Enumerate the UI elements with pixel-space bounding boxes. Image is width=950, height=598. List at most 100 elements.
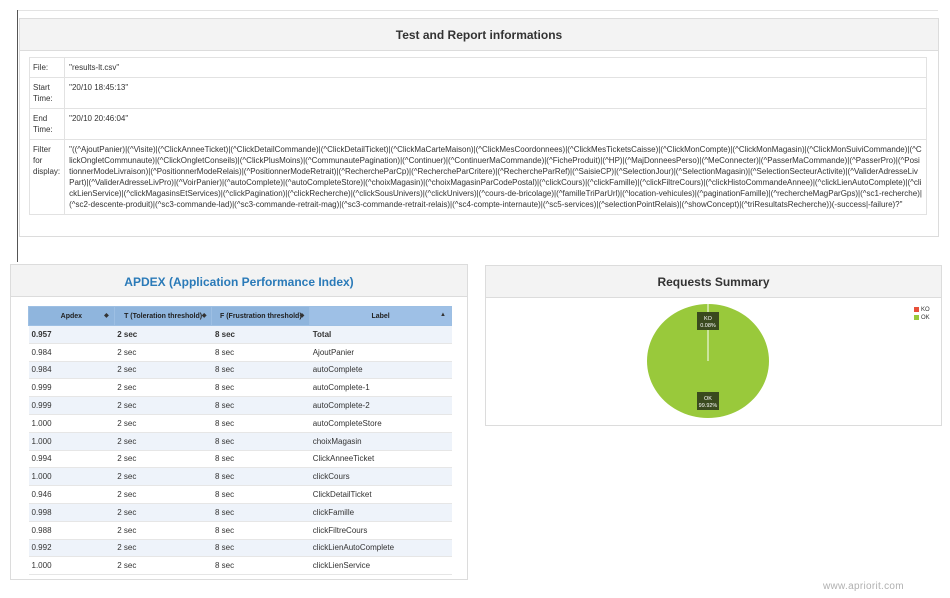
column-header-toleration[interactable]: T (Toleration threshold) ◆ <box>113 306 213 326</box>
watermark: www.apriorit.com <box>823 581 904 592</box>
column-header-label: Apdex <box>60 312 83 320</box>
apdex-cell: 1.000 <box>28 467 115 487</box>
toleration-cell: 2 sec <box>114 467 212 487</box>
report-row-start-time: Start Time: "20/10 18:45:13" <box>28 77 927 109</box>
apdex-header-row: Apdex ◆ T (Toleration threshold) ◆ F (Frus… <box>28 306 452 326</box>
report-key: End Time: <box>28 108 66 140</box>
frustration-cell: 8 sec <box>211 450 310 469</box>
toleration-cell: 2 sec <box>114 343 212 362</box>
pie-label-box <box>697 312 719 330</box>
table-row: 0.984 2 sec 8 sec autoComplete <box>28 361 452 380</box>
apdex-table-body: 0.957 2 sec 8 sec Total 0.984 2 sec 8 sec Ajout… <box>28 325 452 576</box>
apdex-cell: 1.000 <box>28 414 115 433</box>
pie-label-percent: 0.08% <box>700 323 716 329</box>
label-cell: autoComplete-2 <box>309 396 452 415</box>
top-divider <box>18 10 938 11</box>
frustration-cell: 8 sec <box>211 414 310 433</box>
legend-swatch-ok <box>914 314 919 320</box>
table-row: 0.998 2 sec 8 sec clickFamille <box>28 503 452 522</box>
frustration-cell: 8 sec <box>211 539 310 558</box>
report-value: "20/10 18:45:13" <box>64 77 927 109</box>
report-key: Filter for display: <box>28 139 66 215</box>
requests-summary-title: Requests Summary <box>486 266 941 298</box>
table-row: 0.957 2 sec 8 sec Total <box>28 325 452 344</box>
frustration-cell: 8 sec <box>211 521 310 540</box>
legend-label: KO <box>921 307 930 313</box>
legend-item-ok[interactable]: OK <box>914 314 930 322</box>
table-row: 0.992 2 sec 8 sec clickLienAutoComplete <box>28 539 452 558</box>
pie-label-name: KO <box>704 316 713 322</box>
frustration-cell: 8 sec <box>211 361 310 380</box>
frustration-cell: 8 sec <box>211 485 310 504</box>
report-info-title: Test and Report informations <box>20 19 938 51</box>
table-row: 1.000 2 sec 8 sec clickCours <box>28 467 452 487</box>
apdex-cell: 0.998 <box>28 503 115 522</box>
sort-ascending-icon: ▲ <box>440 312 446 318</box>
table-row: 0.994 2 sec 8 sec ClickAnneeTicket <box>28 450 452 469</box>
column-header-label: T (Toleration threshold) <box>124 312 203 320</box>
column-header-frustration[interactable]: F (Frustration threshold) ◆ <box>211 306 311 326</box>
toleration-cell: 2 sec <box>114 378 212 398</box>
apdex-cell: 0.984 <box>28 343 115 362</box>
apdex-panel: APDEX (Application Performance Index) Ap… <box>10 264 468 580</box>
left-divider <box>17 10 18 262</box>
apdex-cell: 0.988 <box>28 521 115 540</box>
report-value: "((^AjoutPanier)|(^Visite)|(^ClickAnneeT… <box>64 139 927 215</box>
sort-icon: ◆ <box>299 313 305 319</box>
column-header-label: Label <box>371 312 390 320</box>
column-header-apdex[interactable]: Apdex ◆ <box>28 306 115 326</box>
report-value: "results-lt.csv" <box>64 57 927 78</box>
frustration-cell: 8 sec <box>211 343 310 362</box>
apdex-cell: 0.984 <box>28 361 115 380</box>
label-cell: choixMagasin <box>309 432 452 451</box>
apdex-cell: 0.946 <box>28 485 115 504</box>
apdex-cell: 0.999 <box>28 396 115 415</box>
pie-label-name: OK <box>704 396 712 402</box>
report-key: Start Time: <box>28 77 66 109</box>
label-cell: AjoutPanier <box>309 343 452 362</box>
toleration-cell: 2 sec <box>114 556 212 576</box>
label-cell: autoCompleteStore <box>309 414 452 433</box>
frustration-cell: 8 sec <box>211 432 310 451</box>
toleration-cell: 2 sec <box>114 432 212 451</box>
report-info-panel: Test and Report informations File: "resu… <box>19 18 939 237</box>
toleration-cell: 2 sec <box>114 396 212 415</box>
report-row-filter: Filter for display: "((^AjoutPanier)|(^V… <box>28 139 927 215</box>
frustration-cell: 8 sec <box>211 467 310 487</box>
legend-swatch-ko <box>914 306 919 312</box>
table-row: 0.984 2 sec 8 sec AjoutPanier <box>28 343 452 362</box>
apdex-table: Apdex ◆ T (Toleration threshold) ◆ F (Frus… <box>28 306 452 576</box>
toleration-cell: 2 sec <box>114 503 212 522</box>
apdex-cell: 0.999 <box>28 378 115 398</box>
frustration-cell: 8 sec <box>211 378 310 398</box>
apdex-title: APDEX (Application Performance Index) <box>11 265 467 297</box>
table-row: 1.000 2 sec 8 sec autoCompleteStore <box>28 414 452 433</box>
sort-icon: ◆ <box>104 313 109 319</box>
pie-label-box <box>697 392 719 410</box>
sort-icon: ◆ <box>201 313 207 319</box>
table-row: 0.999 2 sec 8 sec autoComplete-2 <box>28 396 452 415</box>
toleration-cell: 2 sec <box>114 325 212 344</box>
report-key: File: <box>28 57 66 78</box>
frustration-cell: 8 sec <box>211 325 310 344</box>
pie-label-percent: 99.92% <box>699 403 718 409</box>
requests-summary-panel: Requests Summary KO 0.08% OK 99.92% KO OK <box>485 265 942 426</box>
label-cell: clickFiltreCours <box>309 521 452 540</box>
apdex-cell: 0.994 <box>28 450 115 469</box>
column-header-label: F (Frustration threshold) <box>220 312 302 320</box>
frustration-cell: 8 sec <box>211 396 310 415</box>
column-header-label-sorted[interactable]: Label ▲ <box>309 306 452 326</box>
table-row: 0.999 2 sec 8 sec autoComplete-1 <box>28 378 452 398</box>
label-cell: clickCours <box>309 467 452 487</box>
label-cell: ClickDetailTicket <box>309 485 452 504</box>
apdex-cell: 0.957 <box>28 325 115 344</box>
toleration-cell: 2 sec <box>114 414 212 433</box>
legend-item-ko[interactable]: KO <box>914 306 930 314</box>
report-info-table: File: "results-lt.csv" Start Time: "20/1… <box>28 57 927 215</box>
frustration-cell: 8 sec <box>211 556 310 576</box>
toleration-cell: 2 sec <box>114 485 212 504</box>
label-cell: clickFamille <box>309 503 452 522</box>
frustration-cell: 8 sec <box>211 503 310 522</box>
report-row-end-time: End Time: "20/10 20:46:04" <box>28 108 927 140</box>
